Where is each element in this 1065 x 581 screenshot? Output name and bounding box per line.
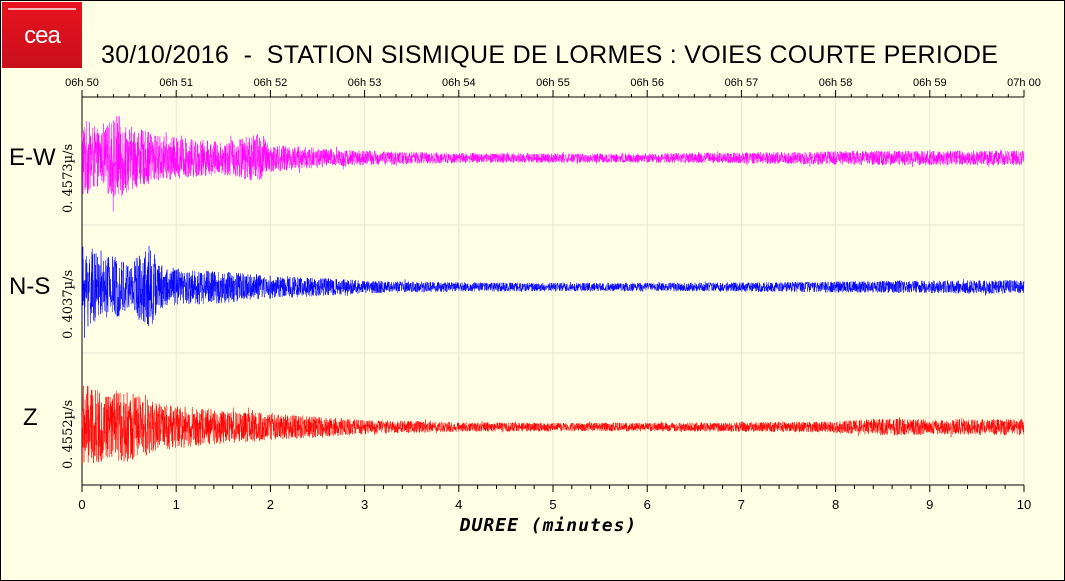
x-tick-label: 9 (926, 497, 933, 512)
top-time-tick-label: 07h 00 (1007, 77, 1041, 89)
amplitude-label-ew: 0. 4573µ/s (61, 143, 76, 213)
trace-z (81, 385, 1025, 466)
top-time-tick-label: 06h 58 (819, 77, 853, 89)
logo-tagline-line (8, 8, 76, 10)
x-tick-label: 5 (549, 497, 556, 512)
x-tick-label: 1 (173, 497, 180, 512)
x-tick-label: 8 (832, 497, 839, 512)
top-time-tick-label: 06h 50 (65, 77, 99, 89)
channel-label-ew: E-W (9, 144, 56, 171)
top-time-tick-label: 06h 52 (254, 77, 288, 89)
top-time-tick-label: 06h 55 (536, 77, 570, 89)
trace-ew (81, 115, 1025, 212)
x-tick-label: 4 (455, 497, 462, 512)
logo-text: cea (24, 22, 61, 49)
top-time-tick-label: 06h 57 (725, 77, 759, 89)
x-tick-label: 3 (361, 497, 368, 512)
top-time-tick-label: 06h 54 (442, 77, 476, 89)
amplitude-label-ns: 0. 4037µ/s (61, 269, 76, 339)
x-tick-label: 2 (267, 497, 274, 512)
top-time-tick-label: 06h 51 (159, 77, 193, 89)
cea-logo: cea (2, 2, 82, 68)
top-time-tick-label: 06h 59 (913, 77, 947, 89)
x-tick-label: 0 (78, 497, 85, 512)
chart-title: 30/10/2016 - STATION SISMIQUE DE LORMES … (101, 41, 999, 69)
top-time-tick-label: 06h 56 (630, 77, 664, 89)
trace-ns (81, 245, 1025, 339)
x-axis-label: DUREE (minutes) (459, 515, 638, 536)
x-tick-label: 10 (1017, 497, 1031, 512)
channel-label-ns: N-S (9, 273, 51, 300)
x-tick-label: 7 (738, 497, 745, 512)
x-tick-label: 6 (644, 497, 651, 512)
channel-label-z: Z (23, 404, 38, 431)
top-time-tick-label: 06h 53 (348, 77, 382, 89)
amplitude-label-z: 0. 4552µ/s (61, 399, 76, 469)
